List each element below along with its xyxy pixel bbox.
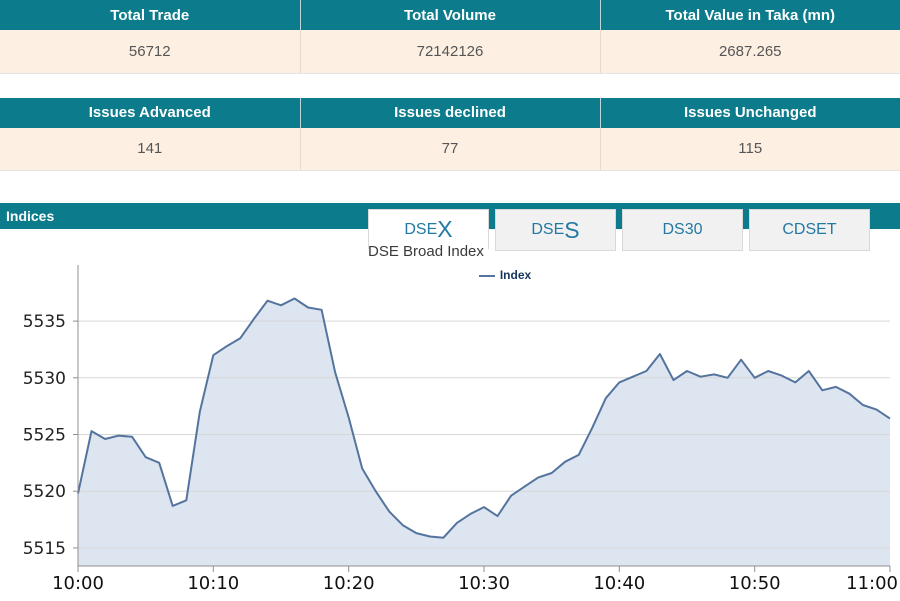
svg-text:10:30: 10:30 bbox=[458, 573, 510, 594]
tab-cdset-label: CDSET bbox=[782, 221, 837, 238]
svg-text:5535: 5535 bbox=[23, 312, 66, 332]
svg-text:10:10: 10:10 bbox=[187, 573, 239, 594]
issues-header-row: Issues Advanced Issues declined Issues U… bbox=[0, 97, 900, 128]
totals-table: Total Trade Total Volume Total Value in … bbox=[0, 0, 900, 74]
issues-advanced-value: 141 bbox=[0, 127, 301, 171]
svg-text:5525: 5525 bbox=[23, 426, 66, 446]
issues-table: Issues Advanced Issues declined Issues U… bbox=[0, 97, 900, 171]
chart-legend[interactable]: Index bbox=[100, 268, 900, 282]
chart-title: DSE Broad Index bbox=[368, 243, 484, 260]
tab-dses-label: DSE bbox=[531, 221, 565, 238]
issues-unchanged-value: 115 bbox=[600, 127, 900, 171]
totals-value-row: 56712 72142126 2687.265 bbox=[0, 30, 900, 74]
svg-text:5515: 5515 bbox=[23, 539, 66, 559]
tab-dsex-label-big: X bbox=[437, 216, 453, 242]
total-value-value: 2687.265 bbox=[600, 30, 900, 74]
issues-unchanged-header: Issues Unchanged bbox=[600, 97, 900, 128]
tab-dsex[interactable]: DSE X bbox=[368, 209, 489, 249]
svg-text:5530: 5530 bbox=[23, 369, 66, 389]
tab-cdset[interactable]: CDSET bbox=[749, 209, 870, 251]
tab-dses[interactable]: DSE S bbox=[495, 209, 616, 251]
issues-value-row: 141 77 115 bbox=[0, 127, 900, 171]
svg-text:10:00: 10:00 bbox=[52, 573, 104, 594]
issues-advanced-header: Issues Advanced bbox=[0, 97, 301, 128]
legend-line-icon bbox=[478, 274, 495, 277]
issues-declined-value: 77 bbox=[300, 127, 601, 171]
svg-text:5520: 5520 bbox=[23, 482, 66, 502]
total-value-header: Total Value in Taka (mn) bbox=[600, 0, 900, 30]
svg-text:10:50: 10:50 bbox=[729, 573, 781, 594]
tab-dses-label-big: S bbox=[564, 216, 580, 243]
svg-text:11:00: 11:00 bbox=[846, 573, 898, 594]
tab-dsex-label: DSE bbox=[404, 220, 438, 238]
tab-ds30[interactable]: DS30 bbox=[622, 209, 743, 251]
total-trade-value: 56712 bbox=[0, 30, 301, 74]
totals-header-row: Total Trade Total Volume Total Value in … bbox=[0, 0, 900, 30]
indices-title: Indices bbox=[6, 208, 55, 224]
index-area-chart: 5515 5520 5525 5530 5535 10:00 10:10 10:20 10:30… bbox=[23, 265, 898, 594]
legend-label: Index bbox=[499, 268, 532, 282]
issues-declined-header: Issues declined bbox=[300, 97, 601, 128]
svg-text:10:40: 10:40 bbox=[593, 573, 645, 594]
index-tabs: DSE X DSE S DS30 CDSET bbox=[368, 209, 870, 251]
total-volume-header: Total Volume bbox=[300, 0, 601, 30]
svg-text:10:20: 10:20 bbox=[323, 573, 375, 594]
total-trade-header: Total Trade bbox=[0, 0, 301, 30]
total-volume-value: 72142126 bbox=[300, 30, 601, 74]
tab-ds30-label: DS30 bbox=[662, 221, 703, 238]
